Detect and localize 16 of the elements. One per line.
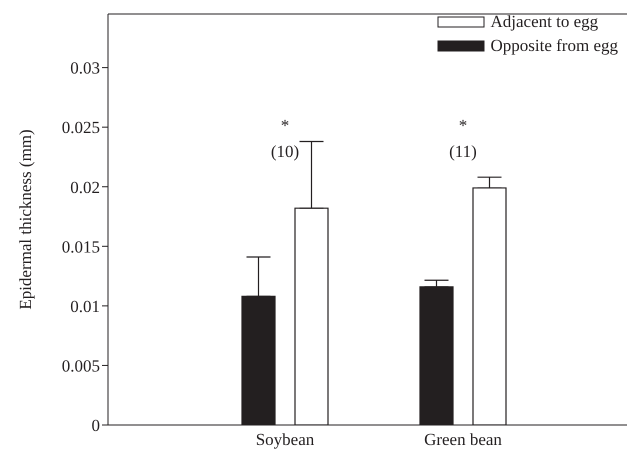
y-tick-label: 0.005 <box>62 356 100 376</box>
legend-label: Adjacent to egg <box>490 12 598 32</box>
x-tick-label: Soybean <box>256 430 315 450</box>
y-tick-label: 0.02 <box>70 178 100 197</box>
annotation: (11) <box>448 142 478 162</box>
y-tick-label: 0.015 <box>62 237 100 256</box>
legend-label: Opposite from egg <box>490 36 618 56</box>
annotation: * <box>280 116 290 136</box>
y-tick-label: 0.025 <box>62 118 100 138</box>
y-tick-label: 0.01 <box>70 296 100 316</box>
y-tick-label: 0.03 <box>70 58 100 78</box>
annotation: (10) <box>270 142 300 162</box>
x-tick-label: Green bean <box>424 430 502 450</box>
annotation: * <box>458 116 468 136</box>
y-axis-title: Epidermal thickness (mm) <box>16 129 36 310</box>
y-tick-label: 0 <box>92 416 100 436</box>
